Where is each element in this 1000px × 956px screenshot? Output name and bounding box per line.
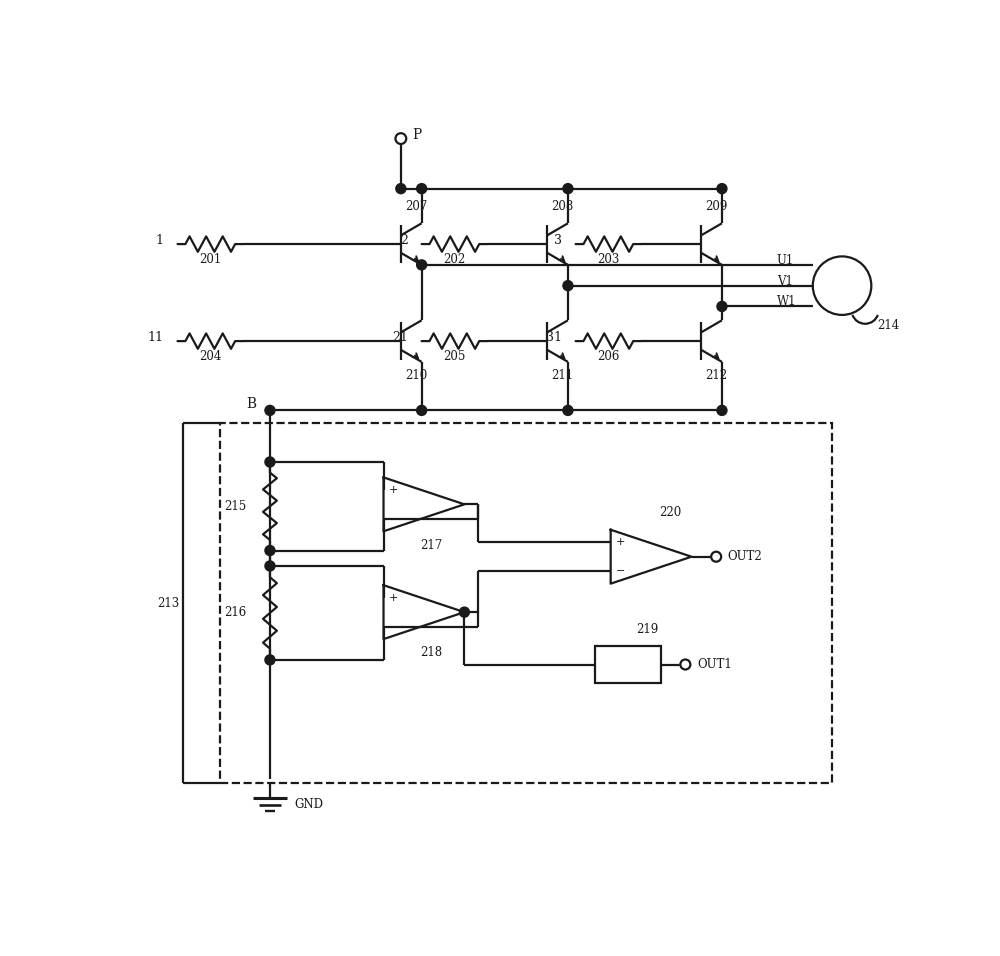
Bar [595, 646, 661, 683]
Text: M: M [834, 278, 850, 293]
Circle shape [717, 301, 727, 312]
Text: W1: W1 [777, 295, 796, 309]
Text: 218: 218 [421, 646, 443, 660]
Circle shape [265, 561, 275, 571]
Text: P: P [412, 128, 422, 141]
Circle shape [265, 405, 275, 416]
Text: 202: 202 [443, 253, 465, 266]
Bar [220, 424, 832, 783]
Circle shape [417, 405, 427, 416]
Text: B: B [246, 398, 256, 411]
Circle shape [563, 405, 573, 416]
Text: 217: 217 [421, 538, 443, 552]
Circle shape [717, 405, 727, 416]
Text: 214: 214 [877, 319, 899, 332]
Text: 204: 204 [199, 350, 221, 363]
Text: 3: 3 [554, 233, 562, 247]
Text: 21: 21 [392, 331, 408, 344]
Circle shape [417, 184, 427, 194]
Circle shape [563, 184, 573, 194]
Text: 216: 216 [225, 606, 247, 619]
Text: 220: 220 [659, 507, 681, 519]
Circle shape [417, 260, 427, 270]
Text: U1: U1 [777, 253, 794, 267]
Text: V1: V1 [777, 274, 792, 288]
Text: −: − [389, 514, 398, 524]
Text: GND: GND [295, 798, 324, 811]
Text: +: + [616, 537, 625, 547]
Text: OUT2: OUT2 [728, 551, 762, 563]
Text: 203: 203 [597, 253, 620, 266]
Circle shape [711, 552, 721, 562]
Text: −: − [616, 566, 625, 576]
Text: ADC: ADC [615, 658, 641, 671]
Text: 213: 213 [157, 597, 179, 610]
Text: 209: 209 [705, 200, 727, 213]
Text: 219: 219 [636, 622, 658, 636]
Text: 31: 31 [546, 331, 562, 344]
Text: +: + [389, 485, 398, 495]
Circle shape [563, 281, 573, 291]
Circle shape [265, 457, 275, 467]
Text: 1: 1 [156, 233, 164, 247]
Text: 210: 210 [405, 369, 427, 382]
Circle shape [680, 660, 690, 669]
Text: 211: 211 [551, 369, 573, 382]
Text: 207: 207 [405, 200, 427, 213]
Text: 201: 201 [199, 253, 221, 266]
Text: 205: 205 [443, 350, 466, 363]
Circle shape [395, 133, 406, 144]
Circle shape [813, 256, 871, 315]
Text: −: − [389, 621, 398, 632]
Circle shape [717, 184, 727, 194]
Circle shape [396, 184, 406, 194]
Text: +: + [389, 593, 398, 602]
Text: 208: 208 [551, 200, 573, 213]
Text: OUT1: OUT1 [697, 658, 732, 671]
Circle shape [265, 546, 275, 555]
Circle shape [459, 607, 469, 618]
Text: 212: 212 [705, 369, 727, 382]
Text: 206: 206 [597, 350, 620, 363]
Circle shape [265, 655, 275, 664]
Text: 2: 2 [400, 233, 408, 247]
Text: 11: 11 [148, 331, 164, 344]
Text: 215: 215 [225, 500, 247, 512]
